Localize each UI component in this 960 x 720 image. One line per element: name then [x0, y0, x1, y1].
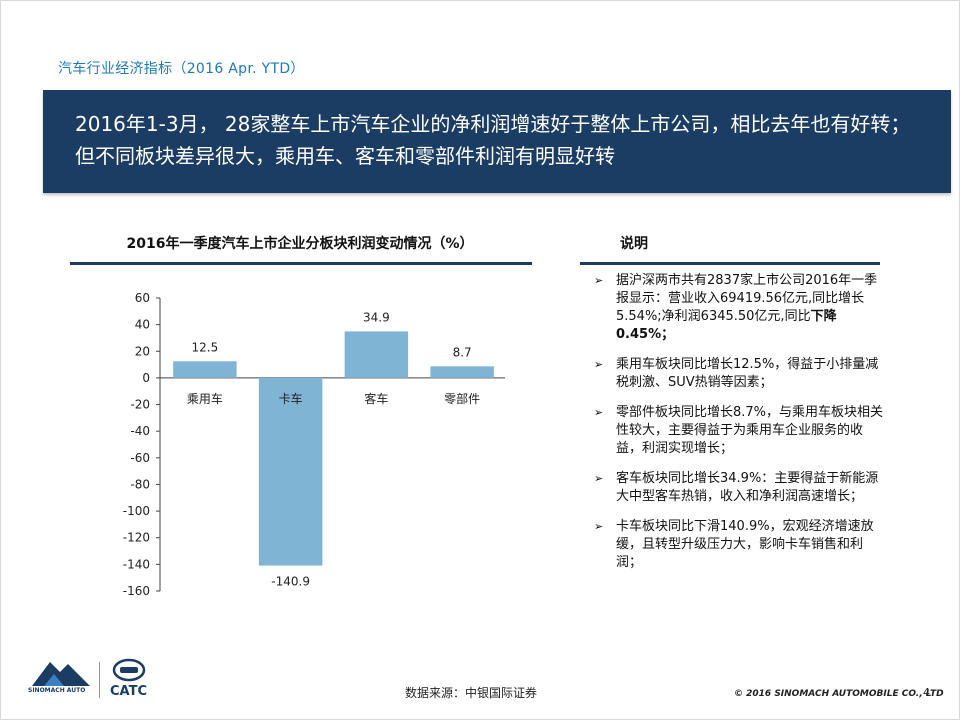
arrow-bullet-icon: ➢ [594, 358, 604, 371]
sinomach-logo-icon [32, 662, 90, 686]
notes-title-divider [580, 262, 880, 265]
bar-乘用车 [173, 361, 237, 378]
data-source: 数据来源：中银国际证券 [405, 686, 538, 700]
section-title: 汽车行业经济指标（2016 Apr. YTD） [58, 61, 305, 77]
y-axis-tick-label: -140 [123, 557, 150, 571]
headline-banner: 2016年1-3月， 28家整车上市汽车企业的净利润增速好于整体上市公司，相比去… [43, 90, 951, 193]
profit-change-bar-chart: 60 40 20 0 -20 -40 -60 -80 -100 -120 -140 -160 12.5 乘… [123, 291, 505, 598]
bar-value-label: 34.9 [363, 310, 390, 324]
y-axis-tick-label: -160 [123, 584, 150, 598]
category-label: 乘用车 [187, 391, 223, 406]
note-item: ➢ 据沪深两市共有2837家上市公司2016年一季报显示：营业收入69419.5… [594, 272, 884, 344]
y-axis-tick-label: 40 [135, 318, 150, 332]
notes-list: ➢ 据沪深两市共有2837家上市公司2016年一季报显示：营业收入69419.5… [594, 272, 884, 584]
bar-卡车 [258, 377, 323, 566]
y-axis-tick-label: -80 [130, 477, 150, 491]
bar-客车 [344, 331, 409, 378]
note-text: 据沪深两市共有2837家上市公司2016年一季报显示：营业收入69419.56亿… [616, 273, 878, 324]
category-label: 卡车 [279, 391, 303, 406]
y-axis-tick-label: 60 [135, 291, 150, 305]
company-logos: SINOMACH AUTO CATC [28, 654, 168, 700]
arrow-bullet-icon: ➢ [594, 406, 604, 419]
category-label: 客车 [364, 391, 388, 406]
y-axis-tick-label: -60 [130, 451, 150, 465]
chart-title-divider [70, 262, 532, 265]
arrow-bullet-icon: ➢ [594, 520, 604, 533]
y-axis-tick-label: -120 [123, 531, 150, 545]
note-text: 客车板块同比增长34.9%：主要得益于新能源大中型客车热销，收入和净利润高速增长… [616, 471, 879, 504]
note-item: ➢ 零部件板块同比增长8.7%，与乘用车板块相关性较大，主要得益于为乘用车企业服… [594, 404, 884, 458]
note-item: ➢ 乘用车板块同比增长12.5%，得益于小排量减税刺激、SUV热销等因素； [594, 356, 884, 392]
logo-divider [99, 662, 100, 698]
y-axis-tick-label: -20 [130, 398, 150, 412]
note-text: 卡车板块同比下滑140.9%，宏观经济增速放缓，且转型升级压力大，影响卡车销售和… [616, 519, 874, 570]
bar-value-label: -140.9 [271, 575, 310, 589]
y-axis-tick-label: 0 [142, 371, 150, 385]
bar-零部件 [430, 366, 494, 378]
note-text: 乘用车板块同比增长12.5%，得益于小排量减税刺激、SUV热销等因素； [616, 357, 879, 390]
page-number: 4 [923, 686, 930, 699]
catc-logo-icon [112, 658, 146, 682]
category-label: 零部件 [444, 391, 480, 406]
note-item: ➢ 卡车板块同比下滑140.9%，宏观经济增速放缓，且转型升级压力大，影响卡车销… [594, 518, 884, 572]
note-item: ➢ 客车板块同比增长34.9%：主要得益于新能源大中型客车热销，收入和净利润高速… [594, 470, 884, 506]
copyright: © 2016 SINOMACH AUTOMOBILE CO., LTD [734, 689, 944, 699]
arrow-bullet-icon: ➢ [594, 274, 604, 287]
bar-value-label: 12.5 [192, 340, 219, 354]
catc-logo-caption: CATC [110, 684, 148, 699]
notes-title: 说明 [620, 236, 648, 252]
y-axis-tick-label: -40 [130, 424, 150, 438]
note-text-bold: 下降0.45%； [616, 309, 837, 342]
sinomach-logo-caption: SINOMACH AUTO [28, 687, 86, 694]
bar-value-label: 8.7 [453, 345, 472, 359]
chart-title: 2016年一季度汽车上市企业分板块利润变动情况（%） [126, 236, 474, 252]
y-axis-tick-label: 20 [135, 344, 150, 358]
y-axis-tick-label: -100 [123, 504, 150, 518]
headline-text: 2016年1-3月， 28家整车上市汽车企业的净利润增速好于整体上市公司，相比去… [75, 112, 911, 168]
arrow-bullet-icon: ➢ [594, 472, 604, 485]
note-text: 零部件板块同比增长8.7%，与乘用车板块相关性较大，主要得益于为乘用车企业服务的… [616, 405, 884, 456]
